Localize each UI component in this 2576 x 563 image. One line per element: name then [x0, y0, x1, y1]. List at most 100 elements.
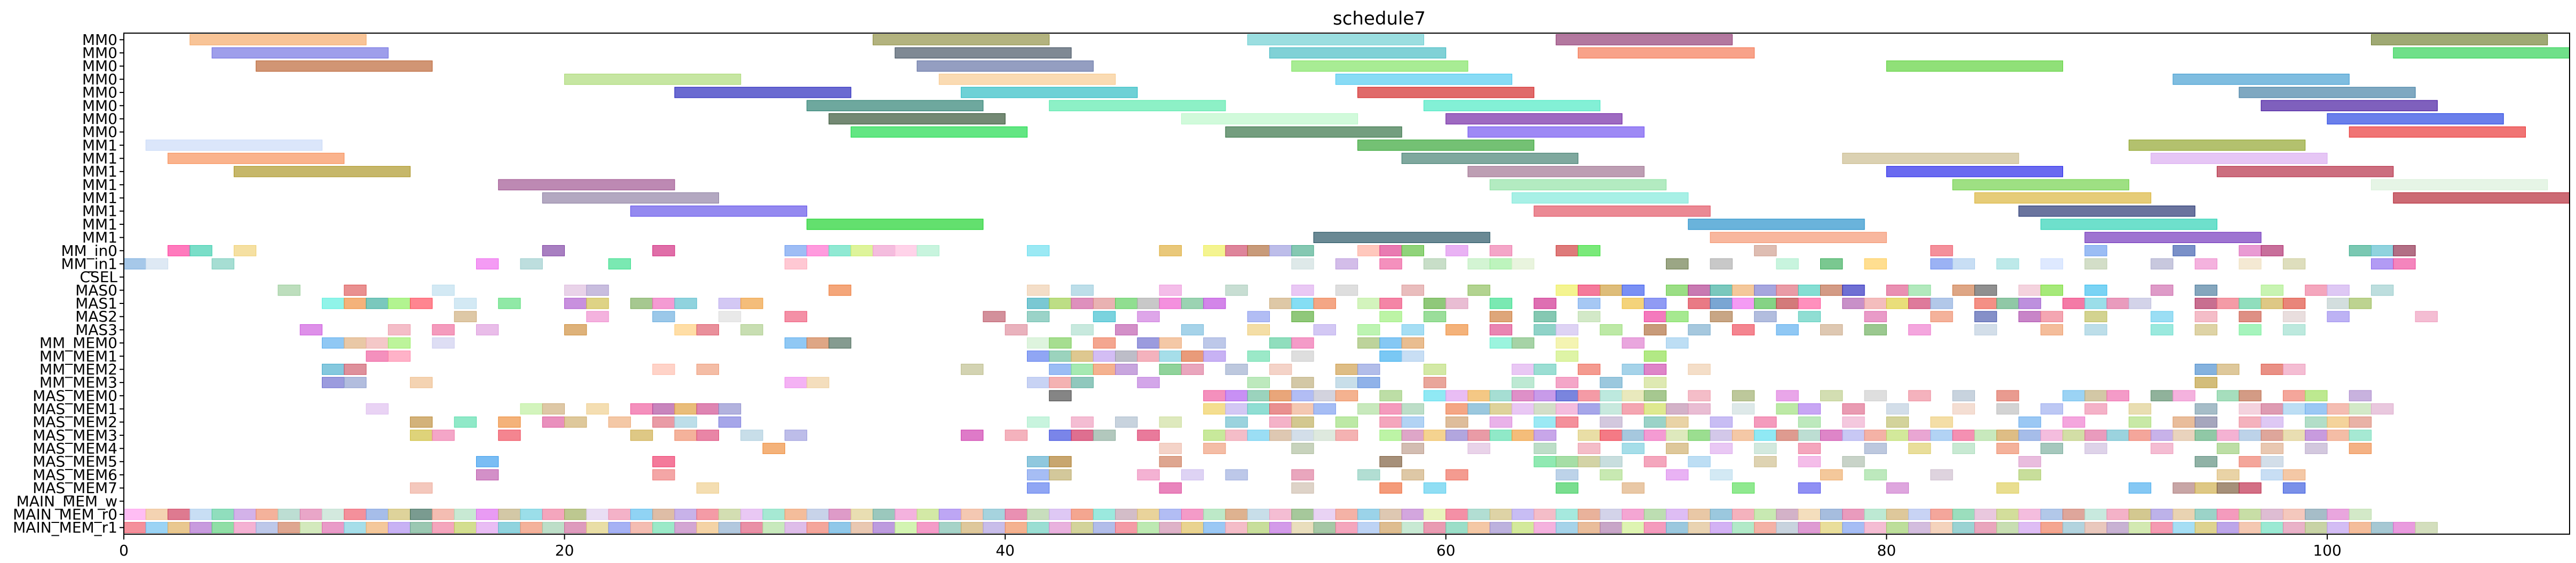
schedule-bar — [1445, 469, 1468, 481]
schedule-bar — [366, 298, 389, 309]
schedule-bar — [410, 509, 433, 520]
schedule-bar — [2106, 390, 2129, 402]
schedule-bar — [1225, 284, 1248, 296]
schedule-bar — [1049, 456, 1072, 467]
y-tick-label: MM1 — [82, 189, 117, 207]
schedule-bar — [1467, 443, 1490, 454]
schedule-bar — [233, 522, 257, 534]
schedule-bar — [2370, 284, 2394, 296]
schedule-bar — [366, 509, 389, 520]
schedule-bar — [542, 522, 565, 534]
schedule-bar — [1401, 403, 1424, 415]
schedule-bar — [2282, 509, 2306, 520]
schedule-bar — [674, 87, 851, 98]
schedule-bar — [1974, 509, 1997, 520]
schedule-bar — [1071, 416, 1094, 428]
schedule-bar — [564, 324, 587, 335]
schedule-bar — [2327, 403, 2350, 415]
schedule-bar — [1732, 429, 1755, 441]
schedule-bar — [630, 403, 653, 415]
schedule-bar — [2282, 298, 2306, 309]
schedule-bar — [1071, 350, 1094, 362]
schedule-bar — [564, 284, 587, 296]
schedule-bar — [432, 337, 455, 349]
schedule-bar — [2018, 298, 2041, 309]
schedule-bar — [828, 245, 851, 256]
schedule-bar — [1181, 113, 1358, 124]
schedule-bar — [1467, 284, 1490, 296]
schedule-bar — [1820, 429, 1843, 441]
schedule-bar — [1335, 429, 1358, 441]
schedule-bar — [2305, 284, 2328, 296]
schedule-bar — [2217, 166, 2394, 177]
schedule-bar — [2261, 509, 2283, 520]
schedule-bar — [1159, 284, 1182, 296]
schedule-bar — [1026, 298, 1050, 309]
schedule-bar — [1842, 509, 1865, 520]
plot-frame — [123, 33, 2570, 535]
schedule-bar — [1247, 390, 1270, 402]
schedule-bar — [189, 245, 212, 256]
schedule-bar — [1093, 364, 1116, 375]
schedule-bar — [1247, 522, 1270, 534]
schedule-bar — [1357, 377, 1380, 388]
schedule-bar — [652, 456, 675, 467]
schedule-bar — [1952, 509, 1975, 520]
schedule-bar — [1754, 443, 1777, 454]
schedule-bar — [1600, 324, 1623, 335]
schedule-bar — [1115, 298, 1138, 309]
schedule-bar — [233, 509, 257, 520]
schedule-bar — [895, 245, 918, 256]
schedule-bar — [1512, 258, 1535, 270]
schedule-bar — [1379, 456, 1402, 467]
schedule-bar — [740, 324, 763, 335]
schedule-bar — [542, 403, 565, 415]
schedule-bar — [2282, 403, 2306, 415]
schedule-bar — [1820, 284, 1843, 296]
schedule-bar — [1577, 456, 1601, 467]
schedule-bar — [1225, 522, 1248, 534]
schedule-bar — [1952, 284, 1975, 296]
schedule-bar — [1093, 350, 1116, 362]
schedule-bar — [1269, 509, 1292, 520]
schedule-bar — [2151, 311, 2174, 323]
schedule-bar — [2349, 245, 2372, 256]
schedule-bar — [1534, 416, 1556, 428]
schedule-bar — [168, 153, 345, 164]
schedule-bar — [1820, 258, 1843, 270]
y-tick-label: MM0 — [82, 31, 117, 49]
schedule-bar — [2239, 298, 2262, 309]
schedule-bar — [2128, 429, 2152, 441]
schedule-bar — [1159, 245, 1182, 256]
schedule-bar — [1710, 443, 1733, 454]
schedule-bar — [1159, 509, 1182, 520]
schedule-bar — [696, 522, 720, 534]
schedule-bar — [1622, 390, 1645, 402]
schedule-bar — [2217, 522, 2240, 534]
schedule-bar — [2063, 522, 2085, 534]
x-tick-label: 80 — [1877, 542, 1897, 559]
schedule-bar — [586, 298, 609, 309]
schedule-bar — [366, 337, 389, 349]
schedule-bar — [1379, 509, 1402, 520]
schedule-bar — [542, 192, 720, 204]
schedule-bar — [2084, 258, 2107, 270]
schedule-bar — [1291, 298, 1314, 309]
schedule-bar — [1754, 311, 1777, 323]
y-tick-label: MM_in0 — [61, 242, 117, 260]
y-tick-label: MAS_MEM4 — [33, 440, 117, 457]
schedule-bar — [2239, 456, 2262, 467]
schedule-bar — [1974, 192, 2152, 204]
schedule-bar — [1269, 245, 1292, 256]
schedule-bar — [1710, 522, 1733, 534]
schedule-bar — [1313, 298, 1336, 309]
schedule-bar — [2151, 284, 2174, 296]
schedule-bar — [1291, 416, 1314, 428]
schedule-bar — [344, 509, 367, 520]
schedule-bar — [1754, 429, 1777, 441]
schedule-bar — [189, 34, 367, 45]
y-tick-label: MM_MEM1 — [39, 347, 117, 365]
schedule-bar — [1049, 298, 1072, 309]
schedule-bar — [2106, 509, 2129, 520]
y-tick-label: MAIN_MEM_r1 — [13, 519, 117, 536]
